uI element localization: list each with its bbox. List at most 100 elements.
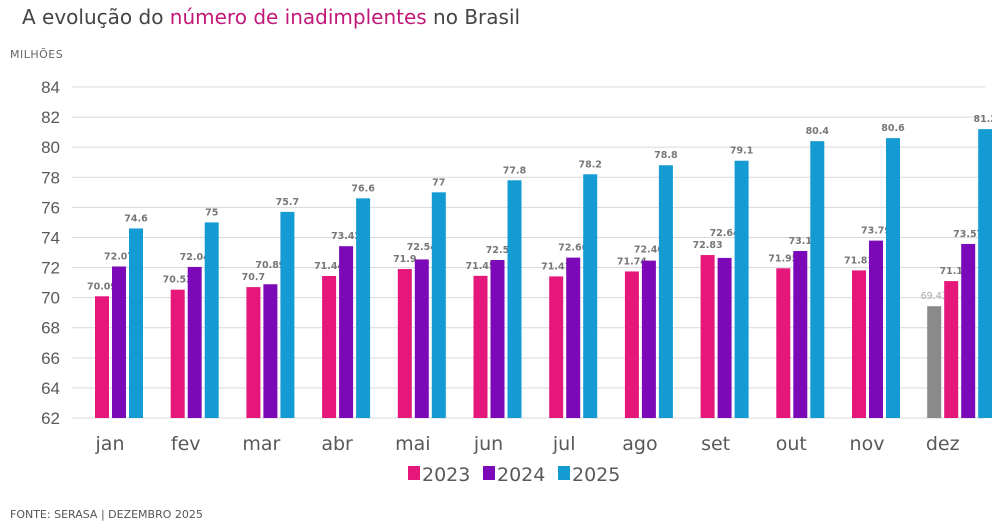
data-label: 70.89 <box>255 260 285 271</box>
bar-2023-jul <box>549 276 564 418</box>
data-label: 80.6 <box>881 123 905 134</box>
data-label: 80.4 <box>806 126 830 137</box>
y-tick-label: 70 <box>41 289 60 308</box>
x-tick-label: fev <box>171 433 201 455</box>
data-label: 71.41 <box>541 261 571 272</box>
data-label: 70.09 <box>87 281 117 292</box>
x-tick-label: jun <box>473 433 503 455</box>
data-label: 77.8 <box>503 165 527 176</box>
y-tick-label: 64 <box>41 379 60 398</box>
y-tick-label: 74 <box>41 228 60 247</box>
bar-2024-dez <box>961 243 976 418</box>
bar-2023-jun <box>473 275 488 418</box>
bar-2024-mar <box>263 284 278 418</box>
x-tick-label: jan <box>95 433 125 455</box>
bar-2025-abr <box>356 198 371 418</box>
legend-label-2025: 2025 <box>572 464 620 486</box>
bar-2024-jul <box>566 257 581 418</box>
bar-2025-set <box>734 160 749 419</box>
bar-2024-ago <box>641 260 656 418</box>
data-label: 71.81 <box>844 255 874 266</box>
x-tick-label: ago <box>622 433 657 455</box>
data-label: 78.2 <box>578 159 601 170</box>
bar-2025-fev <box>204 222 219 418</box>
legend-swatch-2025 <box>558 466 570 480</box>
data-label: 72.66 <box>558 243 588 254</box>
bar-2025-nov <box>886 138 900 418</box>
data-label: 73.79 <box>861 226 891 237</box>
data-label: 71.9 <box>393 254 416 265</box>
y-tick-label: 66 <box>41 349 60 368</box>
bar-2023-abr <box>322 275 337 418</box>
data-label: 81.2 <box>973 114 992 125</box>
y-tick-label: 68 <box>41 319 60 338</box>
source-note: FONTE: SERASA | DEZEMBRO 2025 <box>10 508 203 521</box>
y-tick-label: 72 <box>41 259 60 278</box>
bar-2024-set <box>717 257 732 418</box>
data-label: 72.64 <box>710 228 740 239</box>
data-label: 72.5 <box>486 245 509 256</box>
x-tick-label: dez <box>926 433 960 455</box>
bar-2024-jan <box>112 266 126 418</box>
data-label: 73.57 <box>953 229 983 240</box>
data-label: 71.44 <box>314 261 344 272</box>
bar-2024-fev <box>187 266 202 418</box>
legend-label-2024: 2024 <box>497 464 545 486</box>
data-label: 71.74 <box>617 256 647 267</box>
legend-label-2023: 2023 <box>422 464 470 486</box>
data-label: 78.8 <box>654 150 678 161</box>
bar-2025-out <box>810 141 825 418</box>
legend-swatch-2023 <box>408 466 420 480</box>
bar-2025-jul <box>583 174 598 418</box>
bar-2023-nov <box>852 270 866 418</box>
data-label: 73.1 <box>789 236 812 247</box>
bar-2023-set <box>700 255 715 418</box>
bar-2025-dez <box>978 129 992 419</box>
x-tick-label: abr <box>321 433 353 455</box>
data-label: 74.6 <box>124 213 148 224</box>
bar-2023-mar <box>246 287 261 418</box>
title-text-end: no Brasil <box>426 5 521 29</box>
x-tick-label: set <box>701 433 730 455</box>
bar-2023-mai <box>397 269 412 418</box>
y-tick-label: 84 <box>41 78 60 97</box>
data-label: 73.42 <box>331 231 361 242</box>
data-label: 71.45 <box>465 261 495 272</box>
bar-2025-mar <box>280 211 295 418</box>
title-text: A evolução do <box>22 5 170 29</box>
data-label: 70.53 <box>163 275 193 286</box>
x-tick-label: mar <box>242 433 280 455</box>
bar-2023-ago <box>624 271 639 418</box>
data-label: 72.04 <box>180 252 210 263</box>
bar-2025-mai <box>431 192 446 418</box>
bar-2025-jan <box>129 228 143 418</box>
bar-2025-jun <box>507 180 522 418</box>
title-highlight: número de inadimplentes <box>169 5 427 29</box>
y-tick-label: 82 <box>41 108 60 127</box>
data-label: 72.07 <box>104 251 134 262</box>
bar-2024-jun <box>490 260 505 418</box>
x-tick-label: nov <box>850 433 885 455</box>
y-tick-label: 76 <box>41 198 60 217</box>
bar-2023-fev <box>170 289 185 418</box>
x-tick-label: mai <box>395 433 430 455</box>
data-label: 77 <box>432 177 445 188</box>
bar-2023-out <box>776 268 791 418</box>
chart-title: A evolução do número de inadimplentes no… <box>22 5 520 29</box>
data-label: 76.6 <box>351 183 375 194</box>
x-tick-label: jul <box>552 433 576 455</box>
data-label: 72.54 <box>407 242 437 253</box>
x-tick-label: out <box>776 433 807 455</box>
data-label: 75 <box>205 207 218 218</box>
bar-2024-nov <box>869 240 883 418</box>
data-label: 75.7 <box>276 197 299 208</box>
data-label: 79.1 <box>730 146 753 157</box>
legend-swatch-2024 <box>483 466 495 480</box>
y-tick-label: 80 <box>41 138 60 157</box>
y-tick-label: 62 <box>41 409 60 428</box>
y-tick-label: 78 <box>41 168 60 187</box>
data-label: 69.43 <box>921 291 948 302</box>
data-label: 72.83 <box>693 240 723 251</box>
bar-2024-abr <box>339 246 354 418</box>
